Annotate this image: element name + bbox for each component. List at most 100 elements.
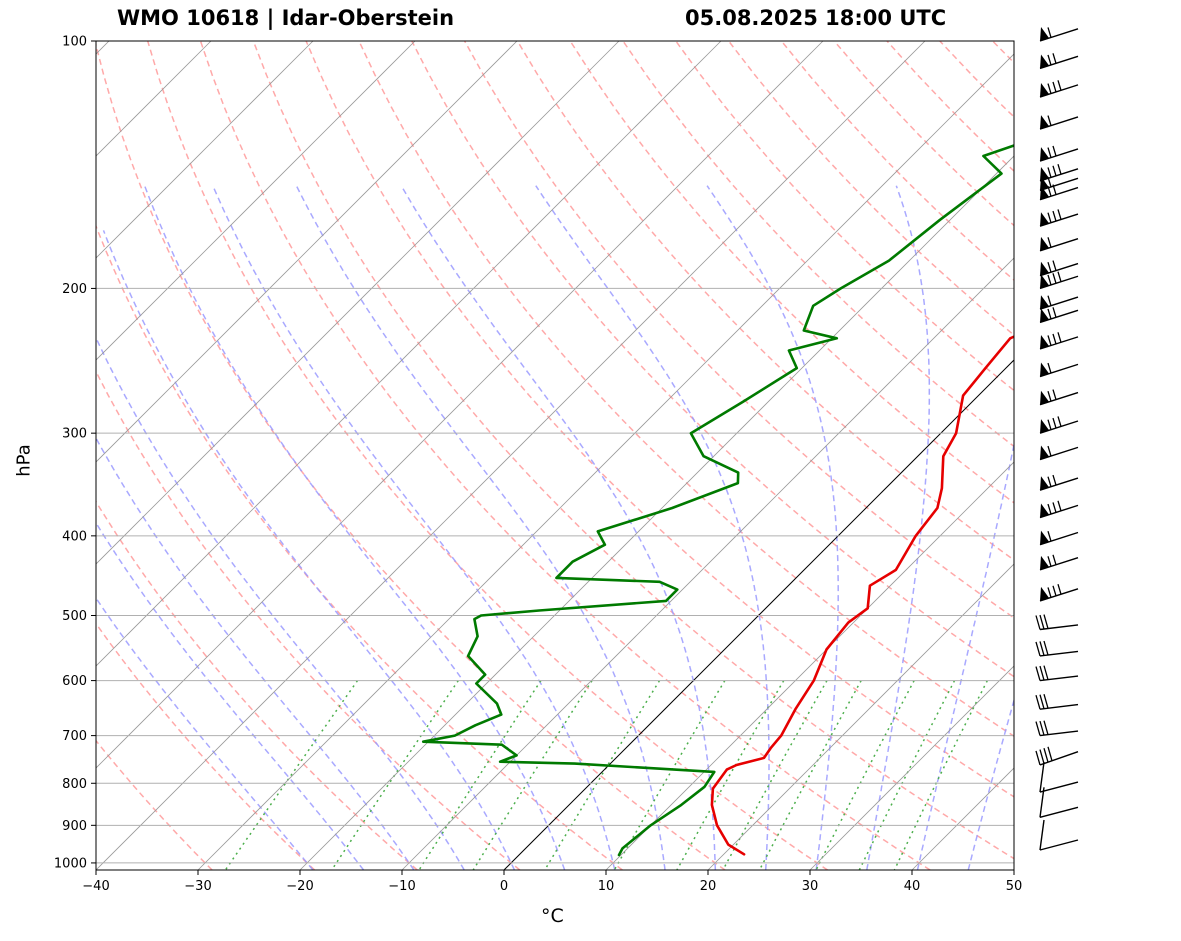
wind-barb [1039,819,1079,851]
moist-adiabat [102,230,516,870]
isotherm [0,41,7,870]
wind-barb [1039,362,1079,378]
moist-adiabat [212,185,616,870]
mixing-ratio-line [418,680,542,870]
y-tick-label: 200 [62,282,87,297]
wind-barb [1039,584,1079,602]
wind-barb [1039,209,1079,227]
wind-barb [1039,271,1079,290]
moist-adiabat [706,185,839,870]
wind-barb [1039,389,1079,406]
wind-barb [1039,145,1079,162]
isotherm [96,41,824,769]
chart-title-station: WMO 10618 | Idar-Oberstein [117,6,455,30]
x-tick-label: −40 [82,879,109,894]
isotherm [401,257,1014,870]
isotherm [299,155,1014,870]
dry-adiabat [96,369,521,870]
dry-adiabat [516,41,1014,561]
mixing-ratio-line [815,680,915,870]
y-tick-label: 500 [62,609,87,624]
dry-adiabat [96,224,623,870]
x-axis-label: °C [541,905,564,927]
dry-adiabat [96,500,418,870]
wind-barb [1039,416,1079,434]
wind-barb [1039,176,1079,192]
y-tick-label: 600 [62,674,87,689]
wind-barb [1039,53,1079,70]
moist-adiabat [96,436,415,870]
wind-barb [1039,500,1079,519]
mixing-ratio-line [758,680,862,870]
isotherm [197,53,1014,870]
dry-adiabat [992,41,1014,64]
isotherm [605,461,1014,870]
wind-barb [1035,614,1079,631]
x-tick-label: 10 [598,879,615,894]
isotherm [96,41,722,667]
isotherm [96,41,518,463]
isotherm [96,41,926,870]
y-tick-label: 700 [62,729,87,744]
dry-adiabat [252,41,1014,860]
x-tick-label: 50 [1006,879,1023,894]
moist-adiabat [535,185,770,870]
moist-adiabat [295,185,666,870]
wind-barb [1039,236,1079,252]
mixing-ratio-line [722,680,828,870]
isotherm [96,41,620,565]
x-tick-label: −30 [184,879,211,894]
dry-adiabat [463,41,1014,619]
wind-barb [1035,665,1079,682]
plot-background [96,41,1014,870]
wind-barb [1039,554,1079,571]
x-tick-label: −20 [286,879,313,894]
isotherm [96,41,314,259]
wind-barb [1035,720,1079,737]
mixing-ratio-line [224,680,359,870]
wind-barb [1035,640,1079,657]
wind-barb [1035,746,1079,766]
moist-adiabat [866,185,931,870]
dry-adiabat [96,622,316,870]
wind-barb [1039,332,1079,350]
isotherm [96,41,416,361]
isotherm [1013,869,1014,870]
x-tick-label: 40 [904,879,921,894]
y-tick-label: 400 [62,529,87,544]
wind-barb [1039,260,1079,277]
moist-adiabat [400,185,717,870]
wind-barb [1039,530,1079,546]
mixing-ratio-line [472,680,593,870]
moist-adiabat [143,185,566,870]
wind-barb [1039,474,1079,491]
zero-isotherm [503,359,1014,870]
dry-adiabat [358,41,1014,738]
dry-adiabat [305,41,1014,798]
wind-barb [1039,761,1079,793]
x-tick-label: 0 [500,879,508,894]
chart-title-datetime: 05.08.2025 18:00 UTC [685,6,947,30]
wind-barb [1035,694,1079,710]
dry-adiabat [1045,41,1181,870]
moist-adiabat [96,521,365,870]
moist-adiabat [96,336,465,870]
wind-barb [1039,27,1079,42]
isotherm [809,665,1014,870]
wind-barb [1039,307,1079,324]
x-tick-label: −10 [388,879,415,894]
mixing-ratio-line [858,680,956,870]
wind-barb [1039,184,1079,201]
wind-barb [1039,164,1079,182]
dewpoint-profile-line [421,144,1014,857]
wind-barb [1039,80,1079,98]
wind-barb [1039,787,1079,818]
wind-barb [1039,115,1079,130]
moist-adiabat [96,596,314,870]
dry-adiabat [199,41,931,870]
dry-adiabat [96,42,726,870]
isotherm [707,563,1014,870]
plot-frame [95,40,1015,871]
y-tick-label: 800 [62,777,87,792]
